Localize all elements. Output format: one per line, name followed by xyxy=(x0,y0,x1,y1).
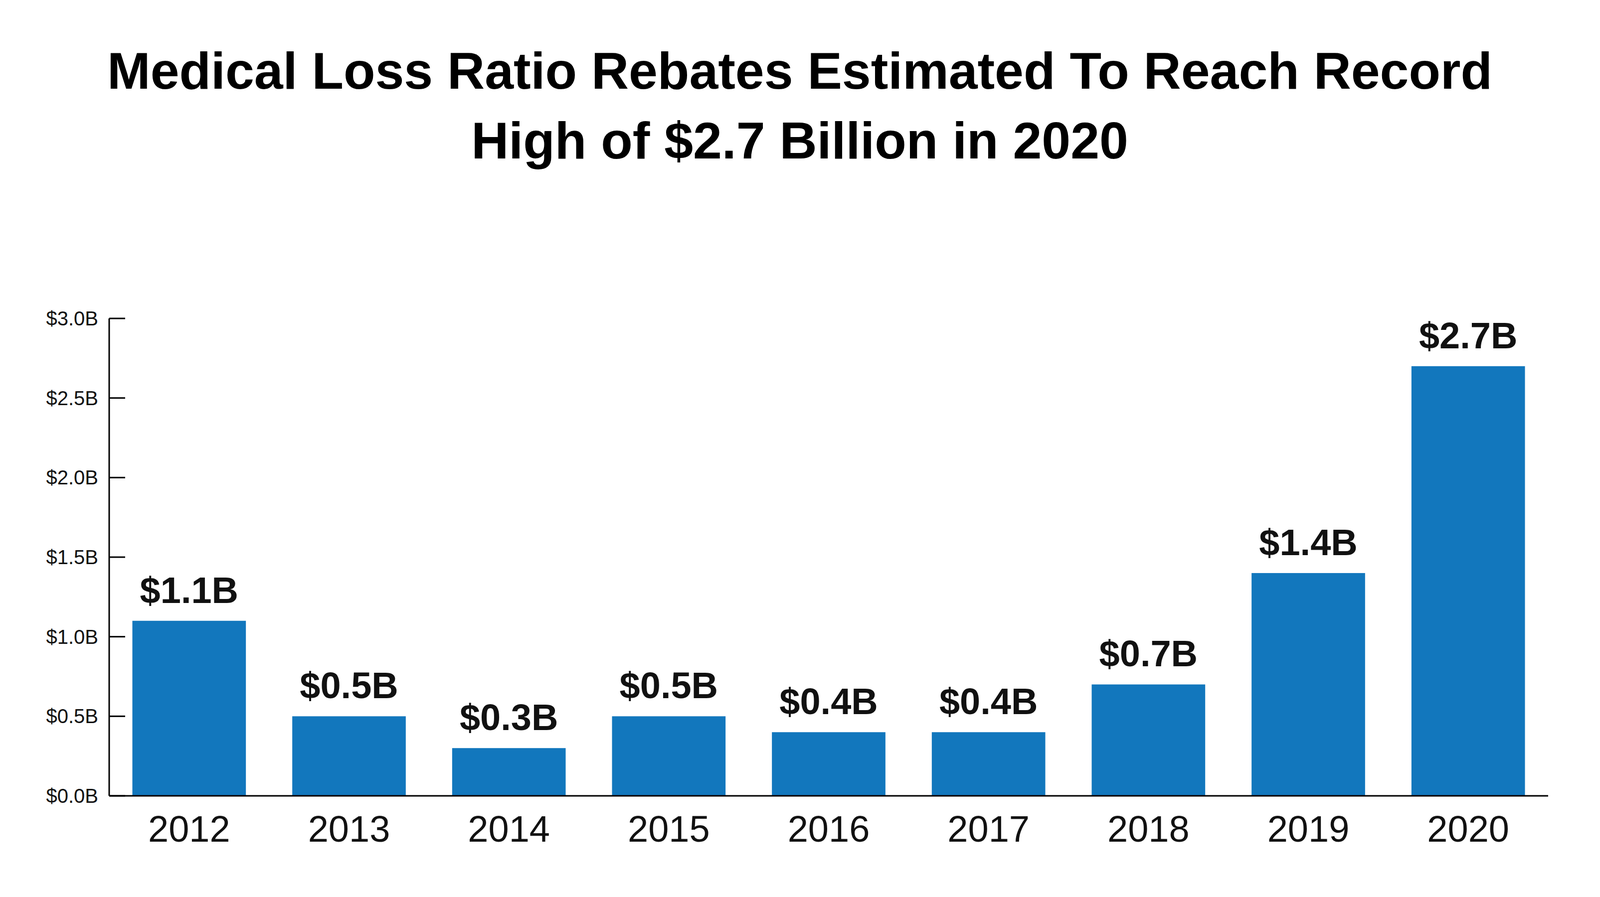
data-label: $0.4B xyxy=(779,681,878,723)
x-axis xyxy=(109,795,1549,798)
data-label: $2.7B xyxy=(1419,315,1518,357)
bar xyxy=(1091,684,1206,797)
y-tick xyxy=(109,318,126,320)
y-tick xyxy=(109,795,126,798)
x-tick-label: 2014 xyxy=(467,808,550,851)
y-tick xyxy=(109,715,126,718)
y-tick xyxy=(109,477,126,479)
x-tick-label: 2020 xyxy=(1426,808,1510,851)
x-tick-label: 2018 xyxy=(1107,808,1190,851)
bars xyxy=(132,366,1525,797)
y-tick-label: $3.0B xyxy=(45,307,99,330)
bar xyxy=(771,732,886,797)
data-label: $1.4B xyxy=(1258,522,1358,564)
y-tick xyxy=(109,397,126,399)
x-tick-label: 2017 xyxy=(947,808,1030,851)
y-tick-label: $0.0B xyxy=(45,785,99,808)
bar xyxy=(931,732,1046,797)
bar xyxy=(1411,366,1526,797)
data-label: $0.3B xyxy=(459,697,558,739)
chart-title: Medical Loss Ratio Rebates Estimated To … xyxy=(101,35,1498,176)
bar xyxy=(132,621,246,797)
data-label: $0.5B xyxy=(619,665,718,707)
y-tick-label: $0.5B xyxy=(45,705,99,728)
chart: $1.1B $0.5B $0.3B $0.5B $0.4B $0.4B $0.7B $1.4B… xyxy=(0,0,1600,897)
y-tick-label: $1.5B xyxy=(45,546,99,569)
data-label: $0.7B xyxy=(1099,633,1198,675)
x-tick-label: 2015 xyxy=(627,808,711,851)
bar xyxy=(611,716,726,797)
data-label: $0.5B xyxy=(299,665,398,707)
bar xyxy=(1251,573,1366,797)
x-tick-label: 2012 xyxy=(148,808,231,851)
bar xyxy=(452,748,566,797)
data-label: $1.1B xyxy=(140,569,239,612)
y-tick-label: $2.0B xyxy=(45,466,99,489)
y-tick xyxy=(109,556,126,559)
x-tick-label: 2013 xyxy=(308,808,391,851)
y-tick-label: $1.0B xyxy=(45,626,99,649)
x-tick-label: 2016 xyxy=(787,808,871,851)
x-tick-label: 2019 xyxy=(1267,808,1350,851)
data-label: $0.4B xyxy=(939,681,1038,723)
bar xyxy=(292,716,406,797)
y-tick-label: $2.5B xyxy=(45,387,99,410)
y-tick xyxy=(109,636,126,638)
